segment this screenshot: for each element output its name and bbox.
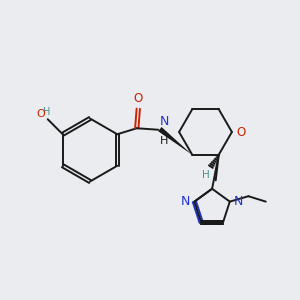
- Text: N: N: [181, 194, 190, 208]
- Text: N: N: [234, 194, 243, 208]
- Text: O: O: [134, 92, 143, 105]
- Text: H: H: [202, 170, 210, 180]
- Text: H: H: [43, 107, 50, 117]
- Text: N: N: [160, 115, 169, 128]
- Text: H: H: [160, 136, 168, 146]
- Text: O: O: [236, 125, 245, 139]
- Polygon shape: [158, 127, 192, 155]
- Text: O: O: [37, 109, 46, 118]
